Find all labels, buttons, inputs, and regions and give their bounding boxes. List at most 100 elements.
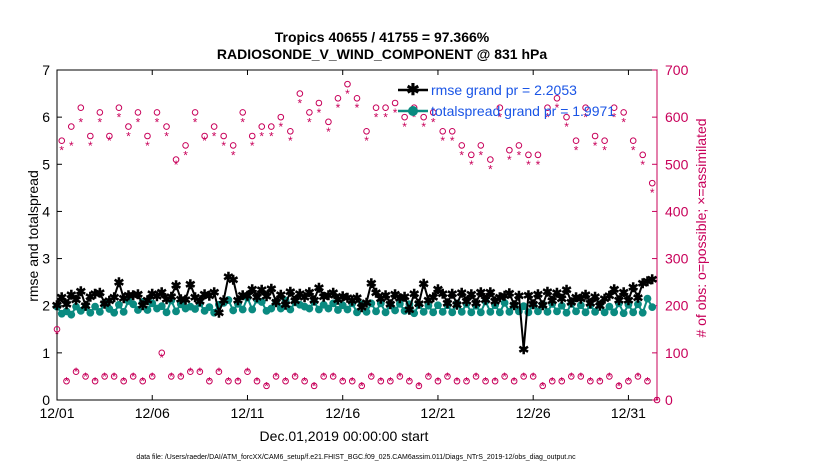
obs-assimilated-point: *: [250, 139, 255, 153]
rmse-point: ✱: [118, 291, 129, 306]
totalspread-point: [648, 303, 657, 312]
rmse-point: ✱: [499, 288, 510, 303]
totalspread-point: [367, 299, 376, 308]
totalspread-point: [448, 308, 457, 317]
obs-assimilated-point: *: [431, 115, 436, 129]
rmse-point: ✱: [275, 287, 286, 302]
rmse-point: ✱: [552, 286, 563, 301]
obs-assimilated-point: *: [502, 370, 507, 384]
obs-assimilated-point: *: [631, 144, 636, 158]
obs-assimilated-point: *: [178, 370, 183, 384]
rmse-point: ✱: [199, 287, 210, 302]
totalspread-point: [276, 304, 285, 313]
rmse-point: ✱: [142, 293, 153, 308]
rmse-point: ✱: [247, 282, 258, 297]
totalspread-point: [400, 307, 409, 315]
rmse-point: ✱: [613, 293, 624, 308]
obs-possible-point: [196, 368, 204, 376]
totalspread-point: [634, 300, 642, 309]
obs-possible-point: [425, 373, 432, 380]
obs-assimilated-point: *: [259, 130, 264, 144]
rmse-point: ✱: [380, 288, 391, 303]
obs-assimilated-point: *: [59, 144, 64, 158]
obs-assimilated-point: *: [536, 158, 541, 172]
obs-assimilated-point: *: [283, 375, 288, 389]
obs-assimilated-point: *: [588, 375, 593, 389]
rmse-point: ✱: [452, 297, 463, 312]
totalspread-point: [191, 305, 199, 313]
x-tick-label: 12/16: [325, 405, 360, 421]
obs-assimilated-point: *: [578, 370, 583, 384]
totalspread-point: [438, 307, 447, 316]
obs-assimilated-point: *: [198, 365, 203, 379]
obs-assimilated-point: *: [121, 375, 126, 389]
totalspread-point: [343, 305, 352, 314]
obs-possible-point: [106, 132, 113, 140]
rmse-point: ✱: [471, 296, 482, 311]
rmse-point: ✱: [475, 285, 486, 300]
obs-assimilated-point: *: [574, 144, 579, 158]
obs-assimilated-point: *: [312, 379, 317, 393]
rmse-point: ✱: [294, 286, 305, 301]
totalspread-point: [162, 308, 171, 317]
obs-assimilated-point: *: [164, 130, 169, 144]
obs-assimilated-point: *: [340, 375, 345, 389]
rmse-point: ✱: [52, 298, 63, 313]
totalspread-point: [638, 308, 647, 317]
obs-assimilated-point: *: [102, 370, 107, 384]
obs-assimilated-point: *: [388, 375, 393, 389]
obs-possible-point: [291, 373, 299, 380]
totalspread-point: [476, 308, 485, 317]
rmse-point: ✱: [571, 290, 582, 305]
rmse-point: ✱: [256, 283, 267, 298]
rmse-point: ✱: [642, 274, 653, 289]
rmse-point: ✱: [109, 290, 120, 305]
y-axis-left: 0 1 2 3 4 5 6 7: [42, 62, 62, 408]
rmse-point: ✱: [594, 299, 605, 314]
obs-possible-point: [334, 94, 342, 102]
obs-possible-point: [339, 377, 347, 385]
obs-assimilated-point: *: [150, 370, 155, 384]
obs-assimilated-point: *: [174, 158, 179, 172]
rmse-point: ✱: [185, 277, 196, 292]
obs-possible-point: [625, 377, 632, 385]
rmse-point: ✱: [466, 287, 477, 302]
rmse-point: ✱: [337, 289, 348, 304]
obs-possible-point: [63, 377, 70, 385]
totalspread-point: [95, 307, 104, 316]
obs-possible-point: [644, 377, 651, 385]
obs-assimilated-point: *: [183, 148, 188, 162]
obs-assimilated-point: *: [307, 115, 312, 129]
obs-assimilated-point: *: [488, 163, 493, 177]
rmse-point: ✱: [509, 298, 520, 313]
obs-assimilated-point: *: [469, 158, 474, 172]
obs-possible-point: [620, 109, 627, 116]
y-axis-left-label: rmse and totalspread: [25, 170, 41, 302]
rmse-point: ✱: [71, 293, 82, 308]
obs-possible-point: [167, 373, 175, 380]
obs-possible-point: [325, 118, 332, 126]
rmse-series: ✱✱✱✱✱✱✱✱✱✱✱✱✱✱✱✱✱✱✱✱✱✱✱✱✱✱✱✱✱✱✱✱✱✱✱✱✱✱✱✱…: [52, 269, 658, 357]
rmse-point: ✱: [442, 296, 453, 311]
totalspread-point: [324, 304, 333, 313]
rmse-point: ✱: [628, 280, 639, 295]
legend-rmse-marker: ✱: [406, 82, 419, 99]
obs-assimilated-point: *: [245, 365, 250, 379]
rmse-point: ✱: [90, 286, 101, 301]
totalspread-point: [486, 307, 495, 316]
obs-assimilated-point: *: [607, 370, 612, 384]
obs-possible-point: [591, 132, 599, 140]
totalspread-point: [362, 307, 371, 316]
obs-assimilated-point: *: [64, 375, 69, 389]
obs-assimilated-point: *: [412, 111, 417, 125]
totalspread-point: [315, 305, 323, 314]
obs-possible-point: [639, 151, 647, 159]
totalspread-point: [329, 299, 338, 308]
totalspread-point: [572, 307, 580, 316]
obs-assimilated-point: *: [236, 375, 241, 389]
obs-possible-point: [372, 104, 380, 112]
obs-assimilated-point: *: [545, 111, 550, 125]
obs-assimilated-point: *: [83, 370, 88, 384]
obs-assimilated-point: *: [450, 134, 455, 148]
x-tick-label: 12/01: [39, 405, 74, 421]
